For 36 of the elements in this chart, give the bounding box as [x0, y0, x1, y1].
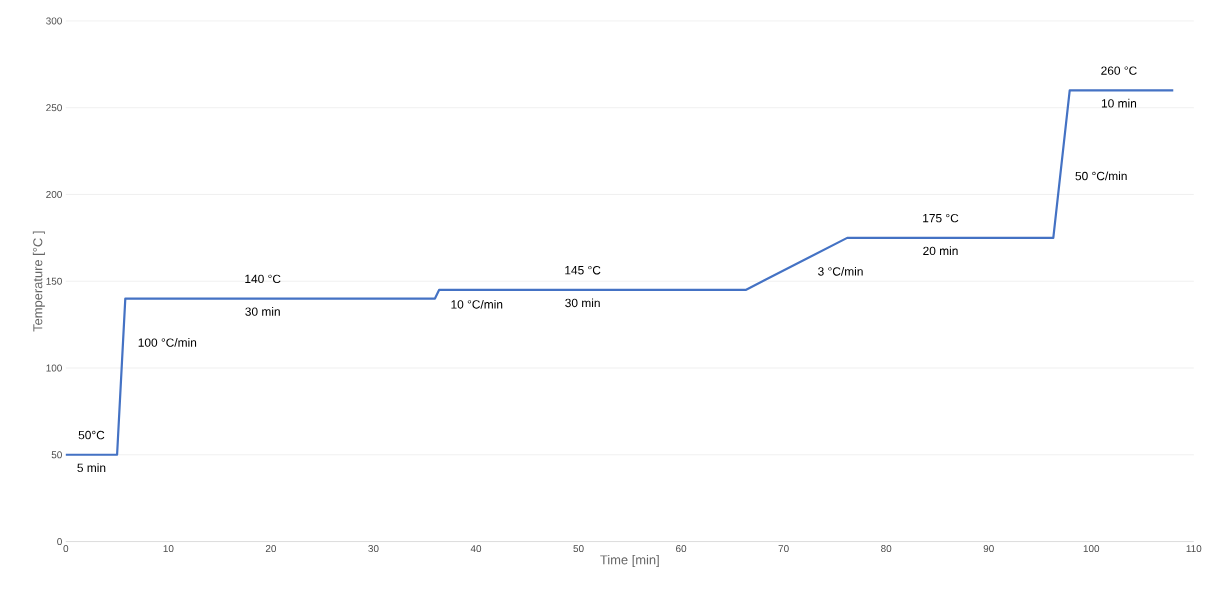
- annotation: 3 °C/min: [818, 266, 863, 276]
- y-tick-label: 50: [51, 451, 62, 459]
- y-tick-label: 300: [46, 17, 62, 25]
- y-axis-title: Temperature [°C ]: [32, 231, 45, 332]
- x-tick-label: 50: [573, 544, 584, 552]
- x-tick-label: 30: [368, 544, 379, 552]
- x-tick-label: 110: [1186, 544, 1202, 552]
- x-tick-label: 0: [63, 544, 69, 552]
- annotation: 50 °C/min: [1075, 171, 1127, 181]
- annotation: 10 min: [1101, 98, 1137, 108]
- y-tick-label: 200: [46, 190, 62, 198]
- x-tick-label: 70: [778, 544, 789, 552]
- y-tick-label: 250: [46, 103, 62, 112]
- annotation: 175 °C: [923, 213, 959, 223]
- annotation: 5 min: [77, 463, 106, 472]
- x-tick-label: 80: [881, 544, 892, 552]
- y-tick-label: 100: [46, 364, 62, 372]
- annotation: 10 °C/min: [451, 299, 503, 309]
- annotation: 20 min: [923, 246, 958, 255]
- y-tick-label: 0: [57, 537, 62, 545]
- annotation: 100 °C/min: [138, 337, 197, 347]
- x-tick-label: 100: [1083, 544, 1100, 552]
- annotation: 50°C: [78, 430, 105, 440]
- x-tick-label: 90: [983, 544, 994, 552]
- y-tick-label: 150: [46, 277, 62, 285]
- annotation: 145 °C: [565, 265, 601, 275]
- x-axis-title: Time [min]: [600, 554, 659, 567]
- x-tick-label: 10: [163, 544, 174, 552]
- x-tick-label: 20: [265, 544, 277, 552]
- annotation: 30 min: [565, 298, 600, 307]
- annotation: 260 °C: [1101, 66, 1137, 75]
- annotation: 140 °C: [245, 274, 281, 283]
- annotation: 30 min: [245, 306, 280, 316]
- x-tick-label: 40: [470, 544, 482, 552]
- x-tick-label: 60: [676, 544, 687, 552]
- line-series: [64, 89, 1175, 456]
